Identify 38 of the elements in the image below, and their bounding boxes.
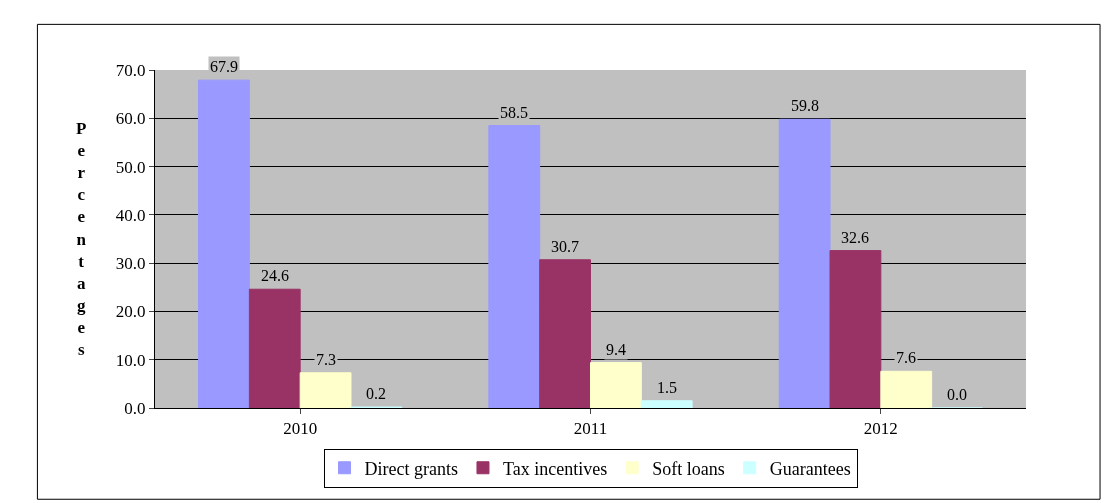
y-tick-label: 60.0 bbox=[115, 109, 146, 129]
data-label: 59.8 bbox=[791, 97, 819, 114]
data-label: 1.5 bbox=[657, 379, 677, 396]
bar bbox=[198, 79, 250, 408]
y-tick-label: 10.0 bbox=[115, 350, 146, 370]
y-tick-label: 70.0 bbox=[115, 60, 146, 80]
data-label: 24.6 bbox=[261, 267, 289, 284]
bar bbox=[590, 362, 642, 408]
legend-label: Soft loans bbox=[652, 458, 725, 479]
bar bbox=[778, 118, 831, 408]
legend-label: Direct grants bbox=[364, 458, 458, 479]
bar bbox=[539, 259, 591, 408]
x-tick-label: 2010 bbox=[283, 419, 318, 439]
data-label: 30.7 bbox=[551, 238, 579, 255]
data-label: 67.9 bbox=[210, 58, 238, 75]
bar bbox=[488, 125, 541, 408]
y-tick-label: 20.0 bbox=[115, 302, 146, 322]
legend-label: Guarantees bbox=[769, 458, 851, 479]
data-label: 32.6 bbox=[841, 229, 869, 246]
bar bbox=[829, 250, 882, 408]
bar bbox=[880, 370, 933, 408]
bar bbox=[640, 400, 693, 408]
y-tick-label: 50.0 bbox=[115, 157, 146, 177]
bar bbox=[248, 288, 301, 408]
data-label: 58.5 bbox=[500, 104, 528, 121]
data-label: 0.2 bbox=[366, 385, 386, 402]
x-tick-label: 2011 bbox=[573, 419, 608, 439]
x-tick-label: 2012 bbox=[863, 419, 898, 439]
bar bbox=[299, 372, 352, 408]
text: Percentages bbox=[76, 119, 87, 359]
data-label: 9.4 bbox=[606, 341, 626, 358]
y-tick-label: 40.0 bbox=[115, 205, 146, 225]
data-label: 7.3 bbox=[316, 351, 336, 368]
y-tick-label: 0.0 bbox=[124, 398, 146, 418]
y-tick-label: 30.0 bbox=[115, 254, 146, 274]
data-label: 0.0 bbox=[947, 386, 967, 403]
data-label: 7.6 bbox=[896, 349, 916, 366]
legend-label: Tax incentives bbox=[502, 458, 608, 479]
